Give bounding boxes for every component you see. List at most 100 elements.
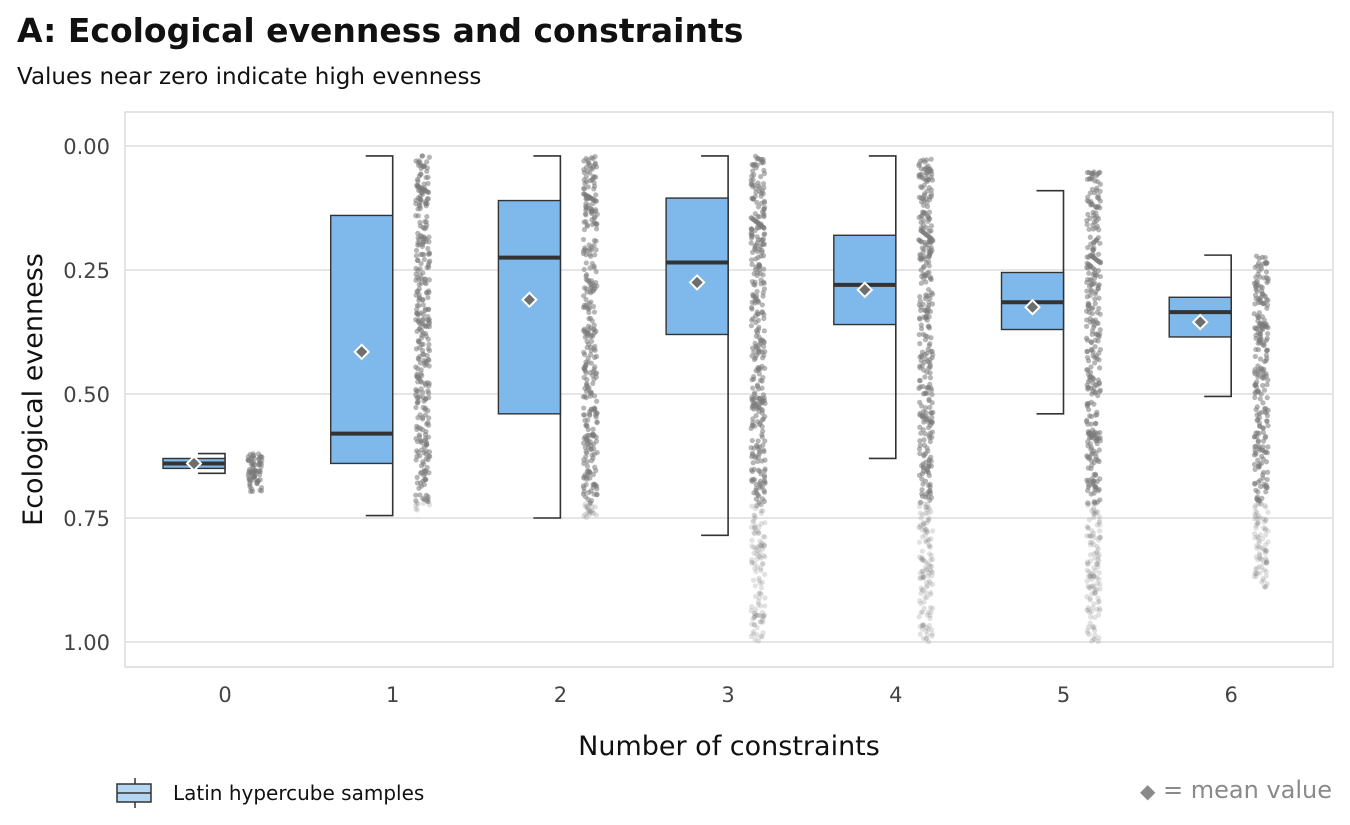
data-point bbox=[1263, 504, 1269, 510]
data-point bbox=[1263, 352, 1269, 358]
data-point bbox=[757, 580, 763, 586]
data-point bbox=[1265, 297, 1271, 304]
data-point bbox=[917, 365, 923, 371]
data-point bbox=[1090, 625, 1097, 631]
data-point bbox=[1263, 261, 1269, 267]
data-point bbox=[1264, 476, 1270, 483]
data-point bbox=[926, 578, 932, 584]
data-point bbox=[257, 487, 263, 493]
data-point bbox=[920, 575, 926, 581]
data-point bbox=[423, 476, 429, 483]
data-point bbox=[1085, 605, 1091, 611]
data-point bbox=[1254, 278, 1260, 285]
data-point bbox=[1256, 443, 1262, 450]
data-point bbox=[761, 315, 767, 322]
data-point bbox=[757, 444, 763, 450]
data-point bbox=[1262, 584, 1268, 590]
data-point bbox=[1093, 438, 1099, 444]
data-point bbox=[1097, 198, 1104, 204]
y-axis-label: Ecological evenness bbox=[18, 253, 49, 526]
point-cloud bbox=[748, 153, 768, 644]
data-point bbox=[1264, 395, 1270, 401]
data-point bbox=[758, 619, 764, 625]
data-point bbox=[927, 274, 934, 280]
data-point bbox=[413, 364, 419, 370]
data-point bbox=[1096, 576, 1102, 583]
data-point bbox=[917, 316, 923, 322]
data-point bbox=[760, 293, 766, 299]
data-point bbox=[1094, 522, 1100, 528]
data-point bbox=[590, 426, 596, 432]
data-point bbox=[924, 505, 930, 511]
data-point bbox=[422, 407, 428, 413]
data-point bbox=[581, 412, 588, 418]
data-point bbox=[756, 595, 762, 601]
data-point bbox=[587, 370, 593, 376]
data-point bbox=[418, 260, 424, 267]
data-point bbox=[1263, 583, 1269, 589]
data-point bbox=[920, 195, 926, 202]
data-point bbox=[1084, 607, 1090, 613]
data-point bbox=[920, 512, 926, 518]
data-point bbox=[926, 396, 932, 402]
data-point bbox=[1094, 205, 1100, 211]
data-point bbox=[1088, 508, 1095, 514]
data-point bbox=[917, 575, 924, 581]
data-point bbox=[591, 263, 597, 269]
data-point bbox=[927, 308, 934, 315]
data-point bbox=[753, 333, 759, 339]
y-tick-label: 1.00 bbox=[63, 631, 110, 655]
data-point bbox=[582, 393, 588, 400]
data-point bbox=[918, 555, 925, 562]
data-point bbox=[1085, 484, 1092, 490]
data-point bbox=[749, 423, 755, 429]
data-point bbox=[753, 256, 759, 262]
data-point bbox=[927, 364, 933, 370]
data-point bbox=[920, 574, 926, 581]
data-point bbox=[1083, 323, 1090, 329]
data-point bbox=[925, 384, 931, 390]
data-point bbox=[922, 559, 929, 565]
data-point bbox=[751, 271, 757, 277]
data-point bbox=[1261, 567, 1267, 573]
data-point bbox=[1254, 534, 1260, 540]
data-point bbox=[917, 570, 923, 576]
data-point bbox=[1096, 519, 1102, 526]
data-point bbox=[758, 555, 764, 561]
data-point bbox=[590, 380, 596, 387]
data-point bbox=[593, 370, 600, 376]
data-point bbox=[1255, 521, 1261, 527]
data-point bbox=[1088, 533, 1094, 539]
data-point bbox=[762, 480, 768, 486]
data-point bbox=[926, 639, 932, 645]
data-point bbox=[751, 518, 757, 524]
data-point bbox=[760, 534, 766, 540]
data-point bbox=[1262, 555, 1269, 562]
data-point bbox=[1089, 186, 1095, 193]
data-point bbox=[756, 499, 762, 505]
data-point bbox=[755, 438, 761, 444]
data-point bbox=[1253, 525, 1259, 531]
data-point bbox=[1091, 601, 1097, 607]
data-point bbox=[921, 622, 927, 628]
data-point bbox=[759, 561, 766, 567]
data-point bbox=[1087, 539, 1093, 546]
data-point bbox=[920, 573, 926, 580]
data-point bbox=[923, 356, 929, 362]
data-point bbox=[928, 509, 934, 515]
data-point bbox=[918, 499, 924, 505]
data-point bbox=[1092, 412, 1098, 418]
data-point bbox=[918, 280, 924, 286]
data-point bbox=[761, 543, 768, 549]
data-point bbox=[1092, 627, 1098, 634]
mean-note-text: = mean value bbox=[1163, 776, 1332, 804]
data-point bbox=[1265, 469, 1271, 475]
data-point bbox=[1089, 331, 1095, 337]
data-point bbox=[749, 173, 755, 179]
data-point bbox=[748, 633, 754, 639]
data-point bbox=[928, 168, 934, 174]
data-point bbox=[426, 251, 433, 257]
data-point bbox=[1087, 595, 1093, 601]
data-point bbox=[1088, 609, 1095, 615]
data-point bbox=[1263, 433, 1269, 439]
